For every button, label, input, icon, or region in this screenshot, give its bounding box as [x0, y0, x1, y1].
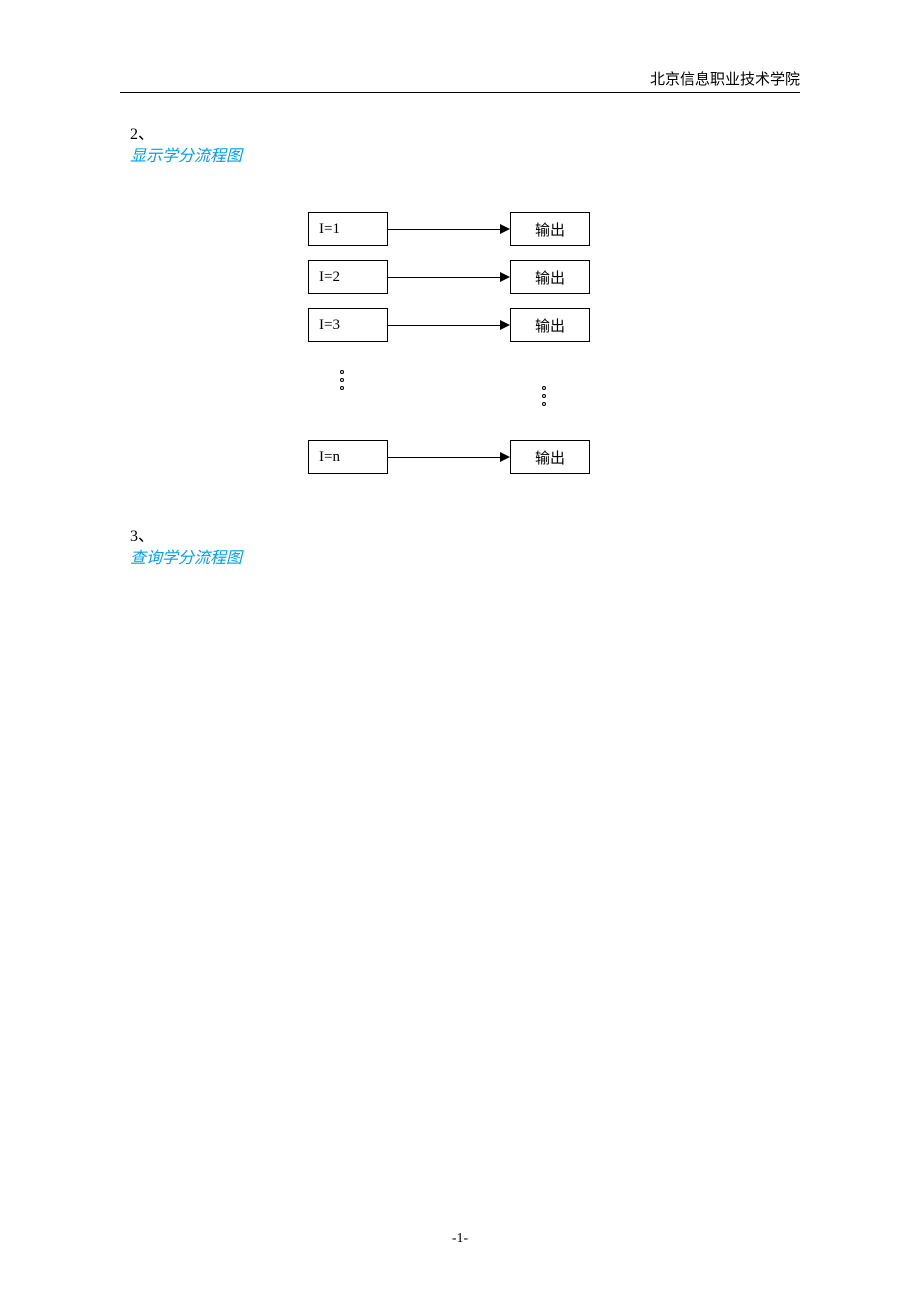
flow-right-box-0: 输出	[510, 212, 590, 246]
header-rule	[120, 92, 800, 93]
flow-left-box-3: I=n	[308, 440, 388, 474]
flow-right-box-1: 输出	[510, 260, 590, 294]
flow-arrow-line-0	[388, 229, 502, 230]
page-number: -1-	[0, 1231, 920, 1247]
flow-arrow-head-0	[500, 224, 510, 234]
flow-arrow-head-3	[500, 452, 510, 462]
section-2-title: 显示学分流程图	[130, 142, 242, 166]
flow-left-box-2: I=3	[308, 308, 388, 342]
flow-arrow-line-1	[388, 277, 502, 278]
section-2-number: 2、	[130, 120, 154, 144]
header-institution: 北京信息职业技术学院	[650, 68, 800, 89]
flow-arrow-line-2	[388, 325, 502, 326]
flow-arrow-head-2	[500, 320, 510, 330]
flow-arrow-head-1	[500, 272, 510, 282]
flow-right-box-3: 输出	[510, 440, 590, 474]
flow-left-box-1: I=2	[308, 260, 388, 294]
flow-left-box-0: I=1	[308, 212, 388, 246]
flow-right-box-2: 输出	[510, 308, 590, 342]
flow-ellipsis-left	[340, 370, 344, 390]
flow-ellipsis-right	[542, 386, 546, 406]
section-3-title: 查询学分流程图	[130, 544, 242, 568]
flow-arrow-line-3	[388, 457, 502, 458]
section-3-number: 3、	[130, 522, 154, 546]
